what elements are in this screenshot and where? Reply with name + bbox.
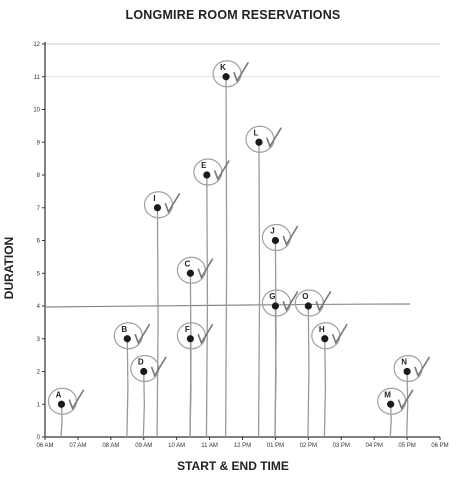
data-point (186, 335, 194, 343)
stem-line (323, 338, 327, 438)
point-label: F (185, 325, 190, 334)
data-point (271, 236, 280, 245)
point-label: D (138, 358, 144, 367)
data-point (203, 171, 211, 179)
checkmark-icon (397, 389, 414, 411)
stem-line (156, 207, 159, 438)
checkmark-icon (214, 160, 230, 181)
data-point (140, 367, 148, 376)
y-tick-label: 4 (37, 304, 41, 310)
point-label: B (121, 325, 127, 334)
y-tick-label: 2 (37, 370, 41, 376)
data-point (403, 367, 411, 376)
stem-line (257, 142, 261, 438)
checkmark-icon (197, 258, 214, 280)
x-tick-label: 04 PM (365, 443, 382, 449)
point-label: I (153, 194, 155, 203)
stem-line (224, 76, 228, 438)
data-point (57, 400, 66, 408)
y-tick-label: 3 (37, 337, 41, 343)
stem-line (60, 404, 63, 438)
stem-line (205, 174, 209, 438)
x-tick-label: 09 AM (135, 443, 152, 449)
data-point (255, 138, 263, 146)
data-point (271, 302, 280, 310)
x-tick-label: 02 PM (300, 443, 317, 449)
checkmark-icon (134, 323, 151, 345)
point-label: J (270, 227, 274, 236)
x-tick-label: 05 PM (398, 443, 415, 449)
stem-line (189, 338, 192, 438)
data-point (304, 302, 312, 310)
checkmark-icon (315, 291, 332, 312)
y-tick-label: 9 (37, 140, 41, 146)
reference-line (44, 303, 411, 308)
checkmark-icon (150, 356, 167, 378)
x-tick-label: 12 PM (234, 443, 251, 449)
stem-line (142, 371, 146, 438)
y-tick-label: 1 (37, 402, 41, 408)
x-tick-label: 03 PM (333, 443, 350, 449)
checkmark-icon (68, 389, 85, 411)
stem-line (274, 305, 277, 438)
checkmark-icon (331, 323, 348, 345)
point-label: L (254, 128, 259, 137)
checkmark-icon (164, 192, 181, 214)
y-tick-label: 0 (37, 435, 41, 441)
point-label: E (201, 161, 207, 170)
x-axis-label: START & END TIME (177, 459, 289, 473)
y-tick-label: 8 (37, 173, 41, 179)
data-point (222, 73, 230, 81)
stem-line (389, 404, 392, 438)
points-group: A B D I C F E K L J G O H M N (47, 60, 430, 415)
checkmark-icon (282, 291, 299, 312)
point-label: O (302, 292, 308, 301)
y-tick-label: 12 (33, 42, 40, 48)
point-label: A (56, 390, 62, 399)
data-point (321, 335, 329, 343)
stem-line (406, 371, 409, 438)
y-tick-label: 7 (37, 206, 41, 212)
point-label: G (269, 292, 275, 301)
x-tick-label: 08 AM (102, 443, 119, 449)
checkmark-icon (233, 61, 249, 83)
point-label: H (319, 325, 325, 334)
data-point (387, 400, 395, 408)
y-tick-label: 10 (33, 108, 40, 114)
x-tick-label: 07 AM (69, 443, 86, 449)
axes (44, 42, 440, 438)
point-label: C (184, 259, 190, 268)
data-point (186, 269, 194, 277)
point-label: M (384, 390, 391, 399)
x-tick-label: 10 AM (168, 443, 185, 449)
x-tick-label: 06 PM (431, 443, 448, 449)
y-tick-label: 5 (37, 271, 41, 277)
x-tick-label: 06 AM (36, 443, 53, 449)
point-label: K (220, 63, 226, 72)
x-tick-label: 01 PM (267, 443, 284, 449)
y-tick-label: 6 (37, 239, 41, 245)
checkmark-icon (414, 356, 430, 378)
stems-group (60, 76, 409, 438)
y-tick-label: 11 (34, 75, 41, 81)
data-point (123, 335, 131, 343)
data-point (153, 204, 162, 212)
x-tick-label: 11 AM (201, 443, 218, 449)
checkmark-icon (266, 127, 282, 149)
chart-title: LONGMIRE ROOM RESERVATIONS (125, 8, 341, 22)
checkmark-icon (197, 323, 214, 345)
checkmark-icon (282, 225, 299, 247)
stem-line (126, 338, 129, 438)
reference-line-group (44, 303, 411, 308)
point-label: N (401, 358, 407, 367)
stem-line (307, 305, 310, 438)
